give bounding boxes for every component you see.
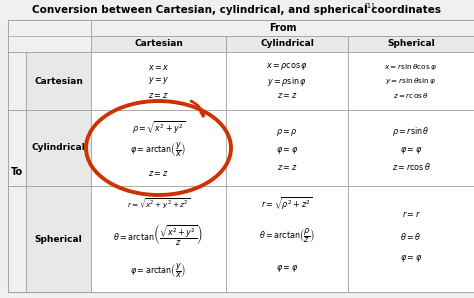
Text: $z = z$: $z = z$ [148,170,169,179]
Text: $z = r\cos\theta$: $z = r\cos\theta$ [392,162,430,173]
Bar [8,52,26,110]
Text: $\rho = \rho$: $\rho = \rho$ [276,126,298,137]
Bar [8,110,26,186]
Bar [8,36,91,52]
Text: $x = \rho\cos\varphi$: $x = \rho\cos\varphi$ [266,61,308,72]
Text: $y = r\sin\theta\sin\varphi$: $y = r\sin\theta\sin\varphi$ [385,76,437,86]
Text: Cartesian: Cartesian [34,77,83,86]
Text: From: From [269,23,296,33]
Bar [26,52,91,110]
Text: $x = x$: $x = x$ [148,63,169,72]
Text: $\varphi = \varphi$: $\varphi = \varphi$ [400,252,422,263]
Text: $\theta = \arctan\!\left(\dfrac{\sqrt{x^2+y^2}}{z}\right)$: $\theta = \arctan\!\left(\dfrac{\sqrt{x^… [113,224,203,249]
Text: $\theta = \theta$: $\theta = \theta$ [400,230,422,241]
Text: Cartesian: Cartesian [134,40,183,49]
Text: Cylindrical: Cylindrical [32,144,85,153]
Bar [8,186,26,292]
Bar [26,110,91,186]
Text: $\theta = \arctan\!\left(\dfrac{\rho}{z}\right)$: $\theta = \arctan\!\left(\dfrac{\rho}{z}… [259,227,315,245]
Text: $r = r$: $r = r$ [401,209,420,219]
Text: $y = \rho\sin\varphi$: $y = \rho\sin\varphi$ [267,74,307,88]
Bar [91,110,226,186]
Bar [348,186,474,292]
Bar [348,36,474,52]
Text: $\varphi = \arctan\!\left(\dfrac{y}{x}\right)$: $\varphi = \arctan\!\left(\dfrac{y}{x}\r… [130,141,187,159]
Text: $z = z$: $z = z$ [277,162,297,172]
Bar [91,186,226,292]
Bar [226,186,348,292]
Bar [226,36,348,52]
Text: $z = z$: $z = z$ [148,91,169,100]
Text: $r = \sqrt{\rho^2 + z^2}$: $r = \sqrt{\rho^2 + z^2}$ [261,195,313,213]
Text: $r = \sqrt{x^2 + y^2 + z^2}$: $r = \sqrt{x^2 + y^2 + z^2}$ [127,196,190,212]
Bar [348,110,474,186]
Bar [348,52,474,110]
Text: $\varphi = \varphi$: $\varphi = \varphi$ [276,145,298,156]
Text: To: To [11,167,23,177]
Text: [1]: [1] [364,3,374,9]
Text: $\varphi = \arctan\!\left(\dfrac{y}{x}\right)$: $\varphi = \arctan\!\left(\dfrac{y}{x}\r… [130,262,187,280]
Text: $\varphi = \varphi$: $\varphi = \varphi$ [276,263,298,274]
Text: $\varphi = \varphi$: $\varphi = \varphi$ [400,145,422,156]
Bar [91,36,226,52]
FancyArrowPatch shape [191,101,205,116]
Text: Conversion between Cartesian, cylindrical, and spherical coordinates: Conversion between Cartesian, cylindrica… [33,5,441,15]
Text: $\rho = \sqrt{x^2 + y^2}$: $\rho = \sqrt{x^2 + y^2}$ [132,119,185,137]
Text: $\rho = r\sin\theta$: $\rho = r\sin\theta$ [392,125,430,139]
Text: Spherical: Spherical [35,235,82,243]
Text: $z = r\cos\theta$: $z = r\cos\theta$ [393,91,429,100]
Text: $x = r\sin\theta\cos\varphi$: $x = r\sin\theta\cos\varphi$ [384,62,438,72]
Bar [91,20,474,36]
Bar [226,52,348,110]
Text: Cylindrical: Cylindrical [260,40,314,49]
Bar [226,110,348,186]
Text: $y = y$: $y = y$ [148,75,169,86]
Bar [8,20,91,52]
Text: $z = z$: $z = z$ [277,91,297,100]
Text: Spherical: Spherical [387,40,435,49]
Bar [91,52,226,110]
Bar [26,186,91,292]
